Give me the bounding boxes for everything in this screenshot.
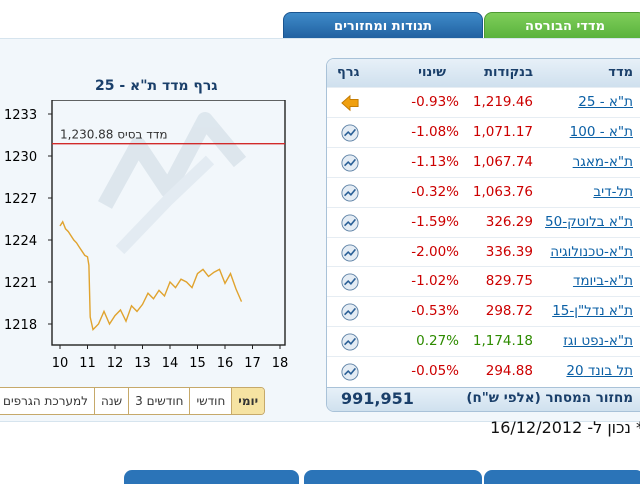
index-value: 1,063.76 — [472, 183, 533, 200]
bottom-tab-3[interactable] — [484, 470, 640, 484]
y-axis: 1233 1230 1227 1224 1221 1218 — [4, 108, 52, 333]
index-value: 326.29 — [485, 213, 533, 230]
index-value: 336.39 — [485, 243, 533, 260]
turnover-footer: מחזור המסחר (אלפי ש"ח) 991,951 — [327, 387, 640, 411]
y-tick-label: 1224 — [4, 234, 37, 249]
indices-table: מדד בנקודות שינוי גרף ת"א - 25 1,219.46 -0… — [326, 58, 640, 412]
index-change: -1.08% — [411, 123, 459, 140]
header-name: מדד — [608, 65, 633, 80]
index-value: 298.72 — [485, 303, 533, 320]
y-tick-label: 1218 — [4, 318, 37, 333]
x-tick-label: 12 — [107, 356, 124, 370]
index-name-link[interactable]: ת"א-מאגר — [572, 153, 633, 170]
chart-icon[interactable] — [341, 333, 359, 351]
range-selector: למערכת הגרפים שנה 3 חודשים חודשי יומי — [0, 387, 266, 415]
range-year[interactable]: שנה — [94, 388, 129, 414]
table-row: ת"א - 100 1,071.17 -1.08% — [327, 116, 640, 148]
date-note: * נכון ל- 16/12/2012 — [490, 418, 640, 437]
chart-icon[interactable] — [341, 184, 359, 202]
y-tick-label: 1230 — [4, 150, 37, 165]
chart-icon[interactable] — [341, 363, 359, 381]
index-value: 1,174.18 — [472, 333, 533, 350]
table-row: ת"א-ביומד 829.75 -1.02% — [327, 266, 640, 297]
x-tick-label: 11 — [79, 356, 96, 370]
x-tick-label: 13 — [134, 356, 151, 370]
y-tick-label: 1227 — [4, 192, 37, 207]
table-row: ת"א-טכנולוגיה 336.39 -2.00% — [327, 236, 640, 268]
index-value: 1,219.46 — [472, 94, 533, 110]
turnover-value: 991,951 — [341, 389, 414, 408]
index-name-link[interactable]: ת"א - 100 — [569, 123, 633, 140]
arrow-left-icon[interactable] — [341, 94, 359, 112]
tab-label: תנודות ומחזורים — [334, 18, 432, 34]
x-tick-label: 17 — [244, 356, 261, 370]
base-label: 1,230.88 מדד בסיס — [60, 128, 168, 142]
chart-icon[interactable] — [341, 214, 359, 232]
tab-volatility-turnover[interactable]: תנודות ומחזורים — [283, 12, 483, 40]
table-row: ת"א בלוטק-50 326.29 -1.59% — [327, 206, 640, 238]
table-row: תל בונד 20 294.88 -0.05% — [327, 356, 640, 387]
range-monthly[interactable]: חודשי — [189, 388, 232, 414]
x-axis: 10 11 12 13 14 15 16 17 18 — [52, 345, 289, 370]
tab-exchange-indices[interactable]: מדדי הבורסה — [484, 12, 640, 40]
x-tick-label: 14 — [162, 356, 179, 370]
x-tick-label: 10 — [52, 356, 69, 370]
index-name-link[interactable]: תל-דיב — [593, 183, 633, 200]
x-tick-label: 15 — [189, 356, 206, 370]
chart-icon[interactable] — [341, 303, 359, 321]
index-value: 1,071.17 — [472, 123, 533, 140]
index-value: 1,067.74 — [472, 153, 533, 170]
chart-icon[interactable] — [341, 273, 359, 291]
table-row: ת"א-מאגר 1,067.74 -1.13% — [327, 146, 640, 178]
index-change: -1.13% — [411, 153, 459, 170]
table-header: מדד בנקודות שינוי גרף — [327, 59, 640, 87]
chart-title: גרף מדד ת"א - 25 — [95, 78, 218, 94]
index-change: -0.53% — [411, 303, 459, 320]
series-line — [59, 220, 243, 332]
header-graph: גרף — [337, 65, 360, 80]
x-tick-label: 18 — [272, 356, 289, 370]
index-change: -1.59% — [411, 213, 459, 230]
table-row: ת"א נדל"ן-15 298.72 -0.53% — [327, 296, 640, 327]
range-3months[interactable]: 3 חודשים — [128, 388, 190, 414]
table-row: ת"א - 25 1,219.46 -0.93% — [327, 87, 640, 118]
chart-icon[interactable] — [341, 124, 359, 142]
range-daily[interactable]: יומי — [231, 388, 265, 414]
watermark-icon — [97, 112, 247, 255]
turnover-label: מחזור המסחר (אלפי ש"ח) — [466, 390, 633, 406]
index-change: -1.02% — [411, 273, 459, 290]
bottom-tab-1[interactable] — [124, 470, 299, 484]
index-name-link[interactable]: ת"א נדל"ן-15 — [552, 303, 633, 320]
header-value: בנקודות — [484, 65, 533, 80]
plot-frame — [51, 100, 286, 346]
index-change: -0.32% — [411, 183, 459, 200]
range-link-charts[interactable]: למערכת הגרפים — [0, 388, 95, 414]
index-name-link[interactable]: ת"א-טכנולוגיה — [550, 243, 633, 260]
table-row: תל-דיב 1,063.76 -0.32% — [327, 176, 640, 208]
y-tick-label: 1221 — [4, 276, 37, 291]
header-change: שינוי — [418, 65, 446, 80]
index-name-link[interactable]: ת"א-נפט וגז — [563, 333, 633, 350]
index-change: -2.00% — [411, 243, 459, 260]
index-change: -0.05% — [411, 363, 459, 380]
index-name-link[interactable]: ת"א בלוטק-50 — [545, 213, 633, 230]
index-name-link[interactable]: תל בונד 20 — [566, 363, 633, 380]
y-tick-label: 1233 — [4, 108, 37, 123]
tab-label: מדדי הבורסה — [525, 18, 605, 34]
x-tick-label: 16 — [217, 356, 234, 370]
index-value: 829.75 — [485, 273, 533, 290]
index-change: 0.27% — [416, 333, 459, 350]
table-row: ת"א-נפט וגז 1,174.18 0.27% — [327, 326, 640, 357]
bottom-tab-2[interactable] — [304, 470, 482, 484]
index-value: 294.88 — [485, 363, 533, 380]
chart-icon[interactable] — [341, 154, 359, 172]
index-name-link[interactable]: ת"א-ביומד — [572, 273, 633, 290]
chart-icon[interactable] — [341, 243, 359, 262]
index-change: -0.93% — [411, 94, 459, 110]
index-name-link[interactable]: ת"א - 25 — [578, 94, 633, 110]
